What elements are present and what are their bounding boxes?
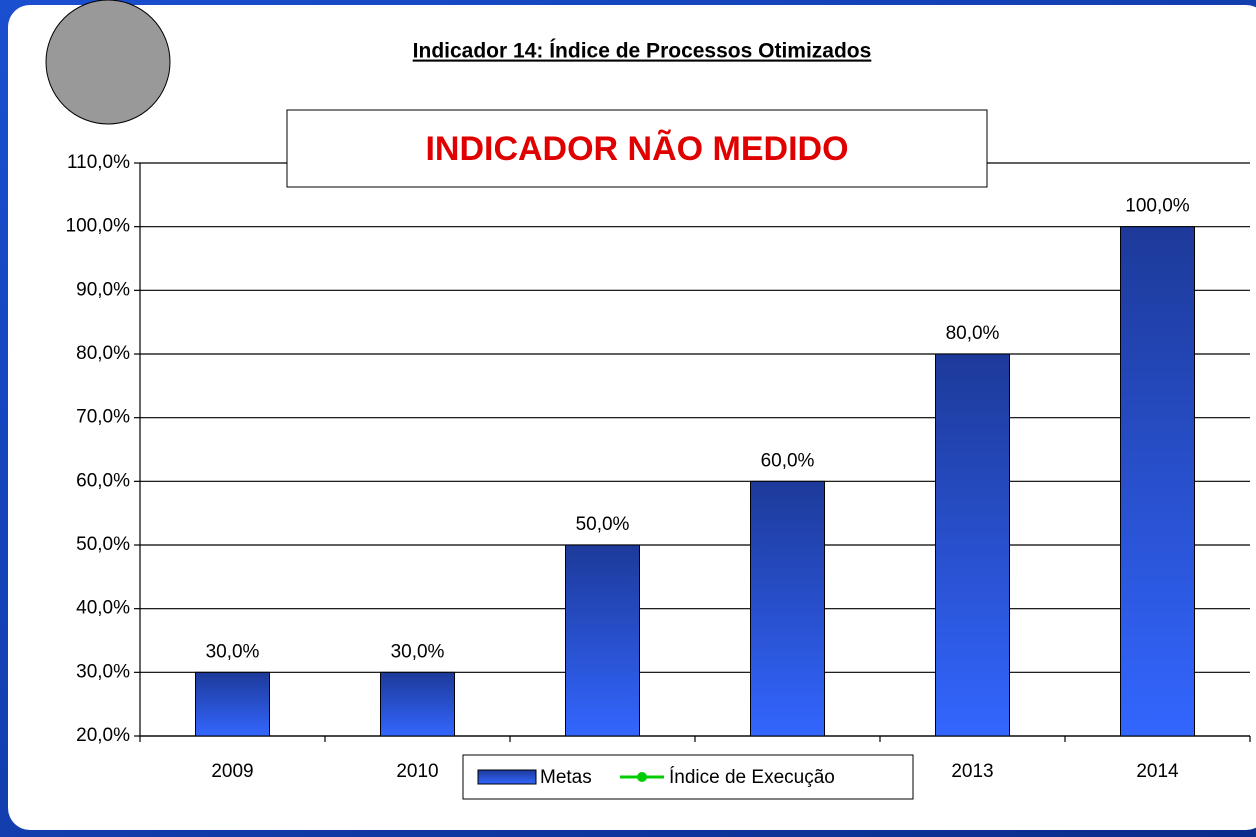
bar: [1120, 226, 1195, 737]
x-tick-label: 2009: [211, 761, 253, 782]
y-tick-label: 90,0%: [76, 279, 130, 300]
y-tick-label: 50,0%: [76, 534, 130, 555]
bar: [750, 480, 825, 737]
bar: [935, 353, 1010, 737]
data-label: 100,0%: [1125, 196, 1190, 217]
legend-swatch: [477, 769, 537, 785]
data-label: 60,0%: [761, 450, 815, 471]
legend-label: Índice de Execução: [669, 767, 835, 788]
x-tick-label: 2013: [951, 761, 993, 782]
x-tick-label: 2010: [396, 761, 438, 782]
legend-label: Metas: [540, 767, 592, 788]
bar: [565, 544, 640, 737]
status-circle: [45, 0, 171, 125]
chart-title: Indicador 14: Índice de Processos Otimiz…: [413, 40, 872, 63]
y-tick-label: 20,0%: [76, 725, 130, 746]
bar: [195, 671, 270, 737]
annotation: INDICADOR NÃO MEDIDO: [425, 130, 848, 168]
x-tick-label: 2014: [1136, 761, 1179, 782]
data-label: 30,0%: [391, 641, 445, 662]
bar: [380, 671, 455, 737]
y-tick-label: 70,0%: [76, 407, 130, 428]
legend-marker: [637, 772, 647, 782]
y-tick-label: 30,0%: [76, 661, 130, 682]
y-tick-label: 100,0%: [66, 216, 131, 237]
annotation-box: [286, 109, 988, 188]
data-label: 30,0%: [206, 641, 260, 662]
legend: [462, 754, 914, 800]
y-tick-label: 40,0%: [76, 598, 130, 619]
y-tick-label: 110,0%: [67, 152, 130, 173]
data-label: 80,0%: [946, 323, 1000, 344]
data-label: 50,0%: [576, 514, 630, 535]
y-tick-label: 60,0%: [76, 470, 130, 491]
y-tick-label: 80,0%: [76, 343, 130, 364]
